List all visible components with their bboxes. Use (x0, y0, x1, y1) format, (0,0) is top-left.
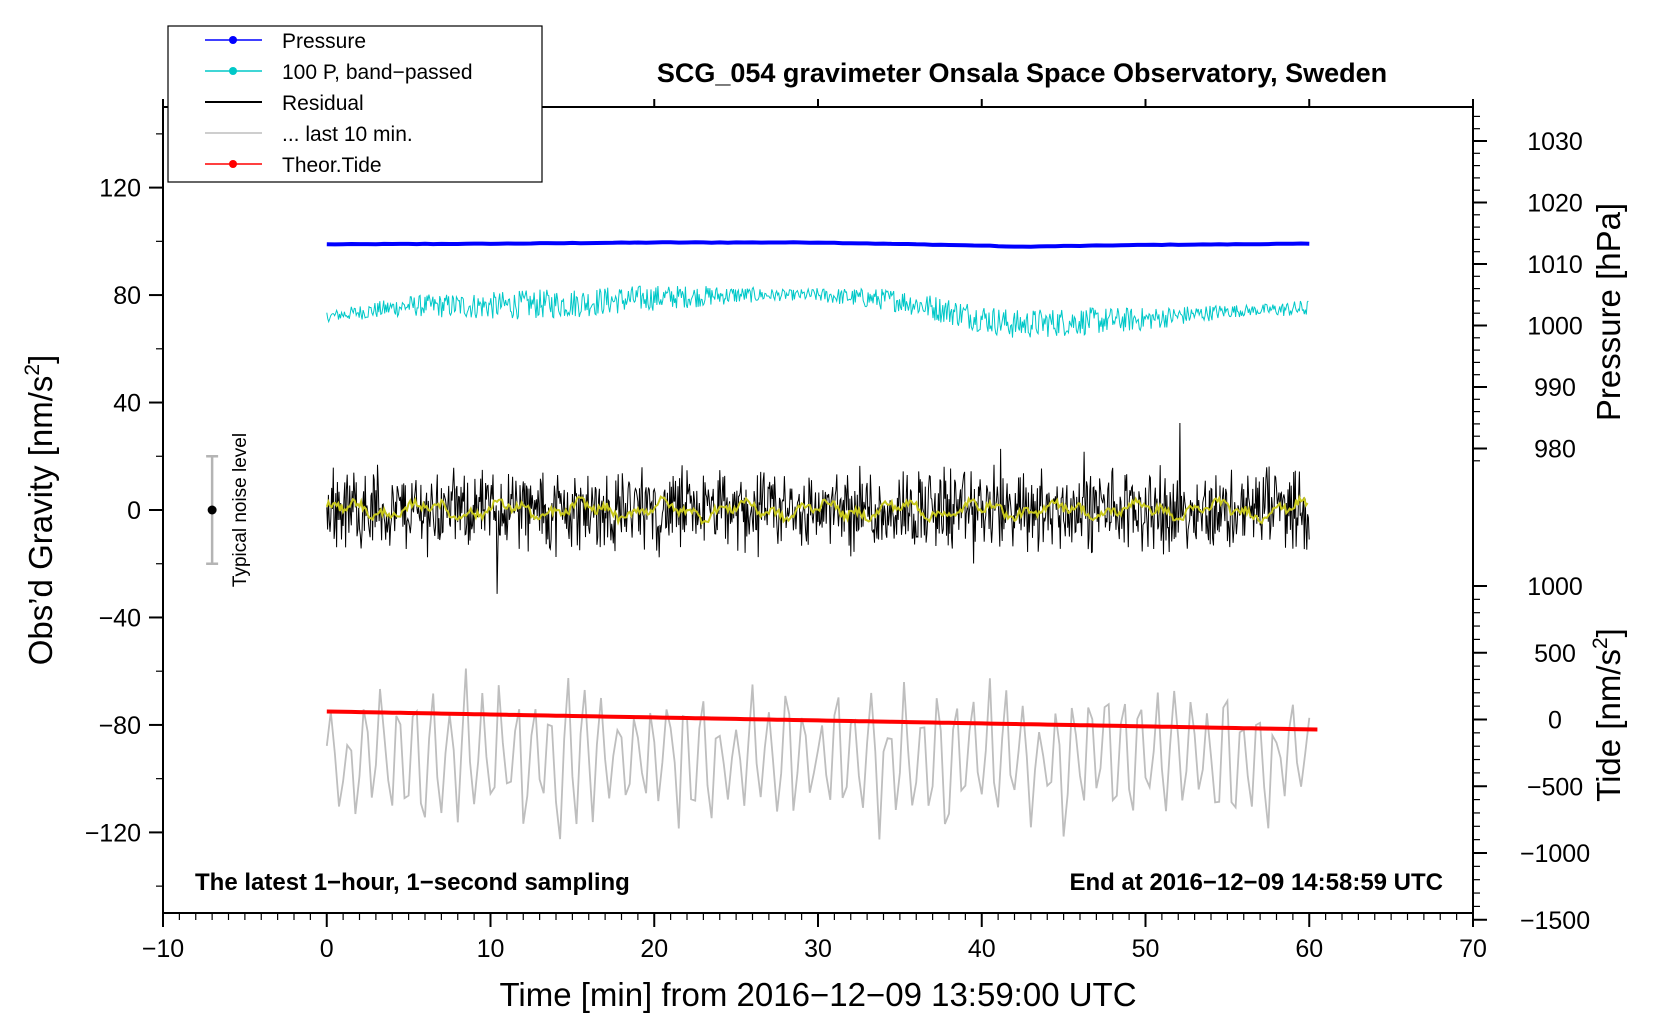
legend: Pressure 100 P, band−passed Residual ... la… (167, 25, 543, 183)
series-100-p-band-passed (326, 285, 1309, 338)
noise-level-indicator (206, 455, 219, 565)
tide-tick-label: 1000 (1527, 573, 1583, 601)
tide-tick-label: −500 (1527, 773, 1583, 801)
y-tick-label: −120 (85, 819, 141, 847)
tide-tick-label: −1000 (1520, 840, 1590, 868)
y-tick-label: −40 (99, 604, 141, 632)
pressure-tick-label: 1010 (1527, 251, 1583, 279)
tide-tick-label: 0 (1548, 707, 1562, 735)
series-theor-tide (326, 709, 1318, 732)
tide-axis-title: Tide [nm/s2] (1589, 628, 1627, 802)
pressure-axis-ticks: 1030 1020 1010 1000 990 980 (1473, 115, 1583, 464)
x-tick-label: 0 (320, 935, 334, 963)
x-tick-label: −10 (142, 935, 184, 963)
chart-title: SCG_054 gravimeter Onsala Space Observat… (657, 58, 1387, 88)
x-tick-label: 50 (1132, 935, 1160, 963)
y-tick-label: −80 (99, 712, 141, 740)
x-tick-label: 10 (477, 935, 505, 963)
y-axis-title: Obs’d Gravity [nm/s2] (21, 355, 59, 666)
y-tick-label: 40 (113, 390, 141, 418)
pressure-tick-label: 1030 (1527, 128, 1583, 156)
series-residual (326, 422, 1310, 594)
tide-tick-label: 500 (1534, 640, 1576, 668)
legend-box (167, 25, 543, 183)
tide-tick-label: −1500 (1520, 907, 1590, 935)
y-axis-title-sup: 2 (21, 364, 44, 376)
legend-label: Pressure (282, 30, 366, 53)
series--last-10-min- (325, 668, 1311, 840)
pressure-axis-title: Pressure [hPa] (1590, 203, 1627, 421)
legend-marker (229, 160, 237, 168)
tide-axis-title-sup: 2 (1589, 637, 1612, 649)
pressure-tick-label: 1020 (1527, 190, 1583, 218)
legend-marker (229, 36, 237, 44)
y-axis-title-text: Obs’d Gravity [nm/s (22, 376, 59, 666)
tide-axis-title-tail: ] (1590, 628, 1627, 637)
y-axis-title-tail: ] (22, 355, 59, 364)
pressure-tick-label: 1000 (1527, 313, 1583, 341)
legend-marker (229, 67, 237, 75)
series-pressure (326, 240, 1310, 249)
x-axis-ticks: −10 0 10 20 30 40 50 60 70 (142, 99, 1487, 963)
x-axis-title: Time [min] from 2016−12−09 13:59:00 UTC (499, 976, 1136, 1013)
series-layer (325, 240, 1318, 840)
pressure-tick-label: 990 (1534, 374, 1576, 402)
legend-label: Theor.Tide (282, 154, 382, 177)
y-tick-label: 120 (99, 175, 141, 203)
y-tick-label: 80 (113, 282, 141, 310)
x-tick-label: 30 (804, 935, 832, 963)
x-tick-label: 70 (1459, 935, 1487, 963)
legend-label: ... last 10 min. (282, 123, 413, 146)
note-left: The latest 1−hour, 1−second sampling (195, 869, 630, 896)
tide-axis-title-text: Tide [nm/s (1590, 649, 1627, 802)
noise-level-label: Typical noise level (230, 433, 251, 587)
x-tick-label: 20 (640, 935, 668, 963)
note-right: End at 2016−12−09 14:58:59 UTC (1069, 869, 1443, 896)
x-tick-label: 60 (1295, 935, 1323, 963)
legend-label: Residual (282, 92, 364, 115)
y-tick-label: 0 (127, 497, 141, 525)
legend-label: 100 P, band−passed (282, 61, 473, 84)
y-axis-ticks: 120 80 40 0 −40 −80 −120 (85, 133, 163, 887)
x-tick-label: 40 (968, 935, 996, 963)
series-residual-smoothed (325, 494, 1309, 526)
pressure-tick-label: 980 (1534, 436, 1576, 464)
tide-axis-ticks: 1000 500 0 −500 −1000 −1500 (1473, 573, 1590, 935)
noise-center-dot (207, 505, 217, 515)
